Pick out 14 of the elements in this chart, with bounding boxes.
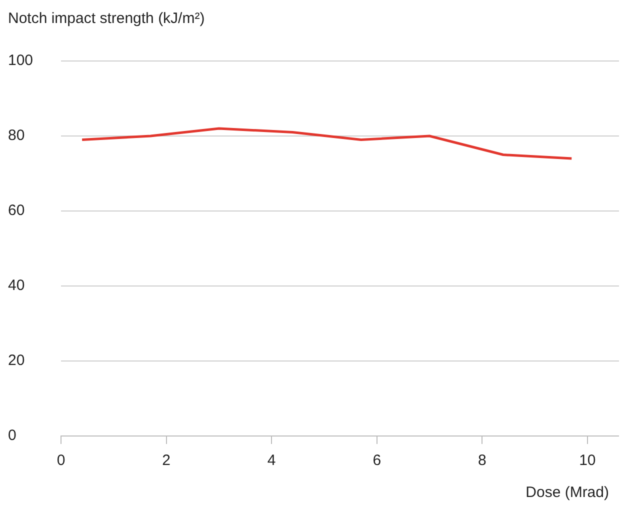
x-tick-label: 4 bbox=[267, 452, 276, 470]
y-tick-label: 100 bbox=[8, 52, 34, 70]
y-tick-label: 0 bbox=[8, 427, 16, 444]
y-tick-label: 60 bbox=[8, 202, 25, 220]
x-tick-label: 6 bbox=[372, 452, 382, 470]
y-axis-title: Notch impact strength (kJ/m²) bbox=[8, 9, 206, 29]
y-tick-label: 80 bbox=[8, 127, 25, 144]
x-tick-label: 8 bbox=[478, 452, 486, 470]
x-tick-label: 0 bbox=[56, 452, 66, 470]
x-axis-title: Dose (Mrad) bbox=[524, 484, 610, 501]
x-tick-label: 2 bbox=[162, 452, 170, 470]
y-tick-label: 40 bbox=[8, 277, 25, 294]
x-tick-label: 10 bbox=[579, 452, 596, 470]
y-tick-label: 20 bbox=[8, 352, 25, 370]
